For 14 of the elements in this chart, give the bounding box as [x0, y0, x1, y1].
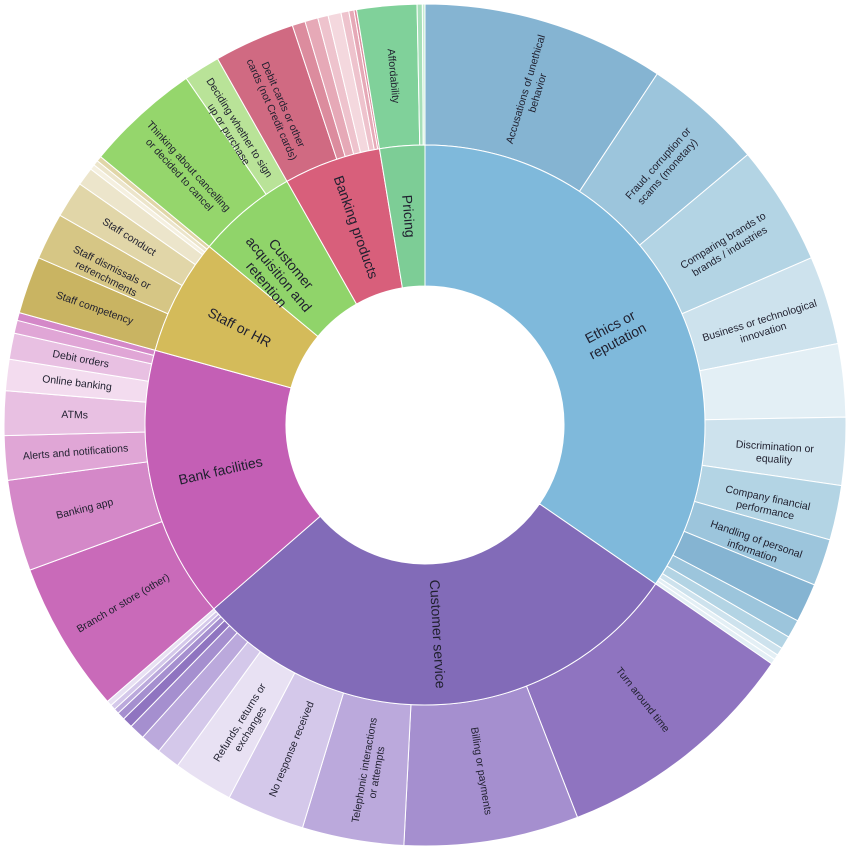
slice-label: Banking app: [54, 496, 115, 522]
slice-label: Pricing: [399, 194, 419, 238]
slice-label: Staff or HR: [205, 304, 274, 350]
slice-label: ATMs: [61, 408, 88, 422]
slice-label: Telephonic interactions or attempts: [350, 716, 388, 824]
slice-label: Affordability: [384, 48, 402, 104]
slice-label: Billing or payments: [468, 726, 494, 816]
slice-label: Discrimination or equality: [735, 438, 815, 467]
slice-label: Online banking: [42, 373, 113, 394]
slice-label: Customer service: [426, 579, 449, 690]
slice-label: Debit orders: [51, 348, 110, 371]
slice-label: Bank facilities: [176, 453, 264, 488]
slice-label: Company financial performance: [724, 483, 812, 523]
slice-label: Alerts and notifications: [22, 442, 129, 463]
